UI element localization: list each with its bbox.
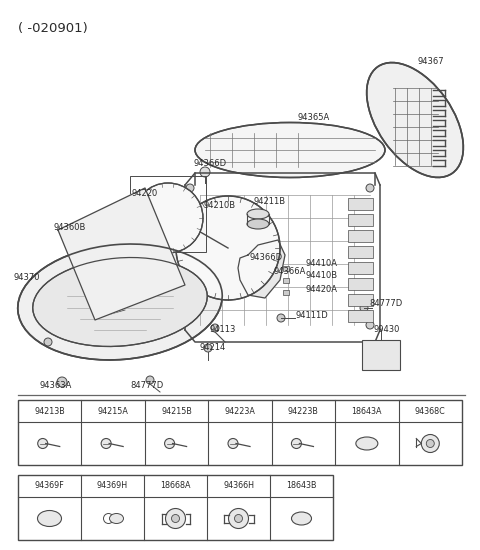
Bar — [348, 230, 373, 242]
Circle shape — [366, 321, 374, 329]
Text: 94223B: 94223B — [288, 406, 319, 415]
Ellipse shape — [18, 244, 222, 360]
Text: 94220: 94220 — [132, 189, 158, 197]
Bar — [348, 294, 373, 306]
Circle shape — [166, 509, 185, 529]
Ellipse shape — [195, 123, 385, 178]
Text: 94368C: 94368C — [415, 406, 445, 415]
Text: 94215A: 94215A — [98, 406, 129, 415]
Bar — [348, 198, 373, 210]
Text: 94213B: 94213B — [35, 406, 65, 415]
Text: 94369H: 94369H — [97, 481, 128, 491]
Text: 94366D: 94366D — [249, 252, 282, 261]
Text: 94420A: 94420A — [305, 284, 337, 294]
Bar — [348, 246, 373, 258]
Text: 94369F: 94369F — [35, 481, 64, 491]
Circle shape — [160, 210, 176, 226]
Ellipse shape — [37, 510, 61, 526]
Ellipse shape — [133, 183, 203, 253]
Bar — [283, 266, 289, 271]
Text: 94365A: 94365A — [298, 113, 330, 123]
Bar — [283, 290, 289, 295]
Circle shape — [228, 438, 238, 448]
Text: 84777D: 84777D — [130, 381, 163, 389]
Bar — [362, 340, 400, 370]
Circle shape — [426, 439, 434, 448]
Bar — [348, 310, 373, 322]
Circle shape — [44, 338, 52, 346]
Ellipse shape — [176, 196, 280, 300]
Text: 94367: 94367 — [418, 58, 444, 67]
Text: 94410A: 94410A — [305, 258, 337, 267]
Circle shape — [235, 514, 242, 522]
Circle shape — [38, 438, 48, 448]
Ellipse shape — [33, 257, 207, 346]
Text: 99430: 99430 — [374, 326, 400, 334]
Circle shape — [366, 184, 374, 192]
Polygon shape — [58, 188, 185, 320]
Polygon shape — [238, 240, 285, 298]
Text: 94111D: 94111D — [296, 311, 329, 320]
Circle shape — [171, 514, 180, 522]
Bar — [130, 176, 206, 252]
Circle shape — [146, 376, 154, 384]
Text: 94210B: 94210B — [204, 201, 236, 210]
Bar — [18, 400, 462, 465]
Circle shape — [228, 509, 249, 529]
Circle shape — [225, 245, 231, 251]
Circle shape — [291, 438, 301, 448]
Circle shape — [204, 344, 212, 352]
Ellipse shape — [356, 437, 378, 450]
Circle shape — [200, 167, 210, 177]
Bar — [348, 214, 373, 226]
Circle shape — [165, 438, 175, 448]
Text: 84777D: 84777D — [369, 299, 402, 307]
Text: 94215B: 94215B — [161, 406, 192, 415]
Text: 94211B: 94211B — [253, 196, 285, 206]
Circle shape — [360, 304, 368, 312]
Ellipse shape — [247, 209, 269, 219]
Bar — [348, 278, 373, 290]
Circle shape — [223, 243, 233, 253]
Text: 94223A: 94223A — [225, 406, 255, 415]
Bar — [283, 278, 289, 283]
Text: 94366D: 94366D — [193, 158, 226, 168]
Circle shape — [211, 324, 219, 332]
Circle shape — [57, 377, 67, 387]
Text: 94113: 94113 — [209, 326, 235, 334]
Ellipse shape — [247, 219, 269, 229]
Text: 94370: 94370 — [14, 273, 40, 283]
Bar — [348, 262, 373, 274]
Text: 94410B: 94410B — [305, 272, 337, 280]
Text: 18668A: 18668A — [160, 481, 191, 491]
Text: ( -020901): ( -020901) — [18, 22, 88, 35]
Ellipse shape — [291, 512, 312, 525]
Text: 94366A: 94366A — [273, 267, 305, 277]
Circle shape — [101, 438, 111, 448]
Ellipse shape — [109, 514, 123, 524]
Text: 94360B: 94360B — [54, 223, 86, 233]
Circle shape — [186, 184, 194, 192]
Text: 94366H: 94366H — [223, 481, 254, 491]
Text: 94214: 94214 — [199, 343, 225, 351]
Circle shape — [277, 314, 285, 322]
Text: 18643A: 18643A — [352, 406, 382, 415]
Text: 18643B: 18643B — [286, 481, 317, 491]
Bar — [18, 475, 333, 540]
Circle shape — [240, 253, 250, 263]
Circle shape — [421, 434, 439, 453]
Ellipse shape — [367, 63, 463, 178]
Text: 94363A: 94363A — [40, 381, 72, 389]
Circle shape — [186, 321, 194, 329]
